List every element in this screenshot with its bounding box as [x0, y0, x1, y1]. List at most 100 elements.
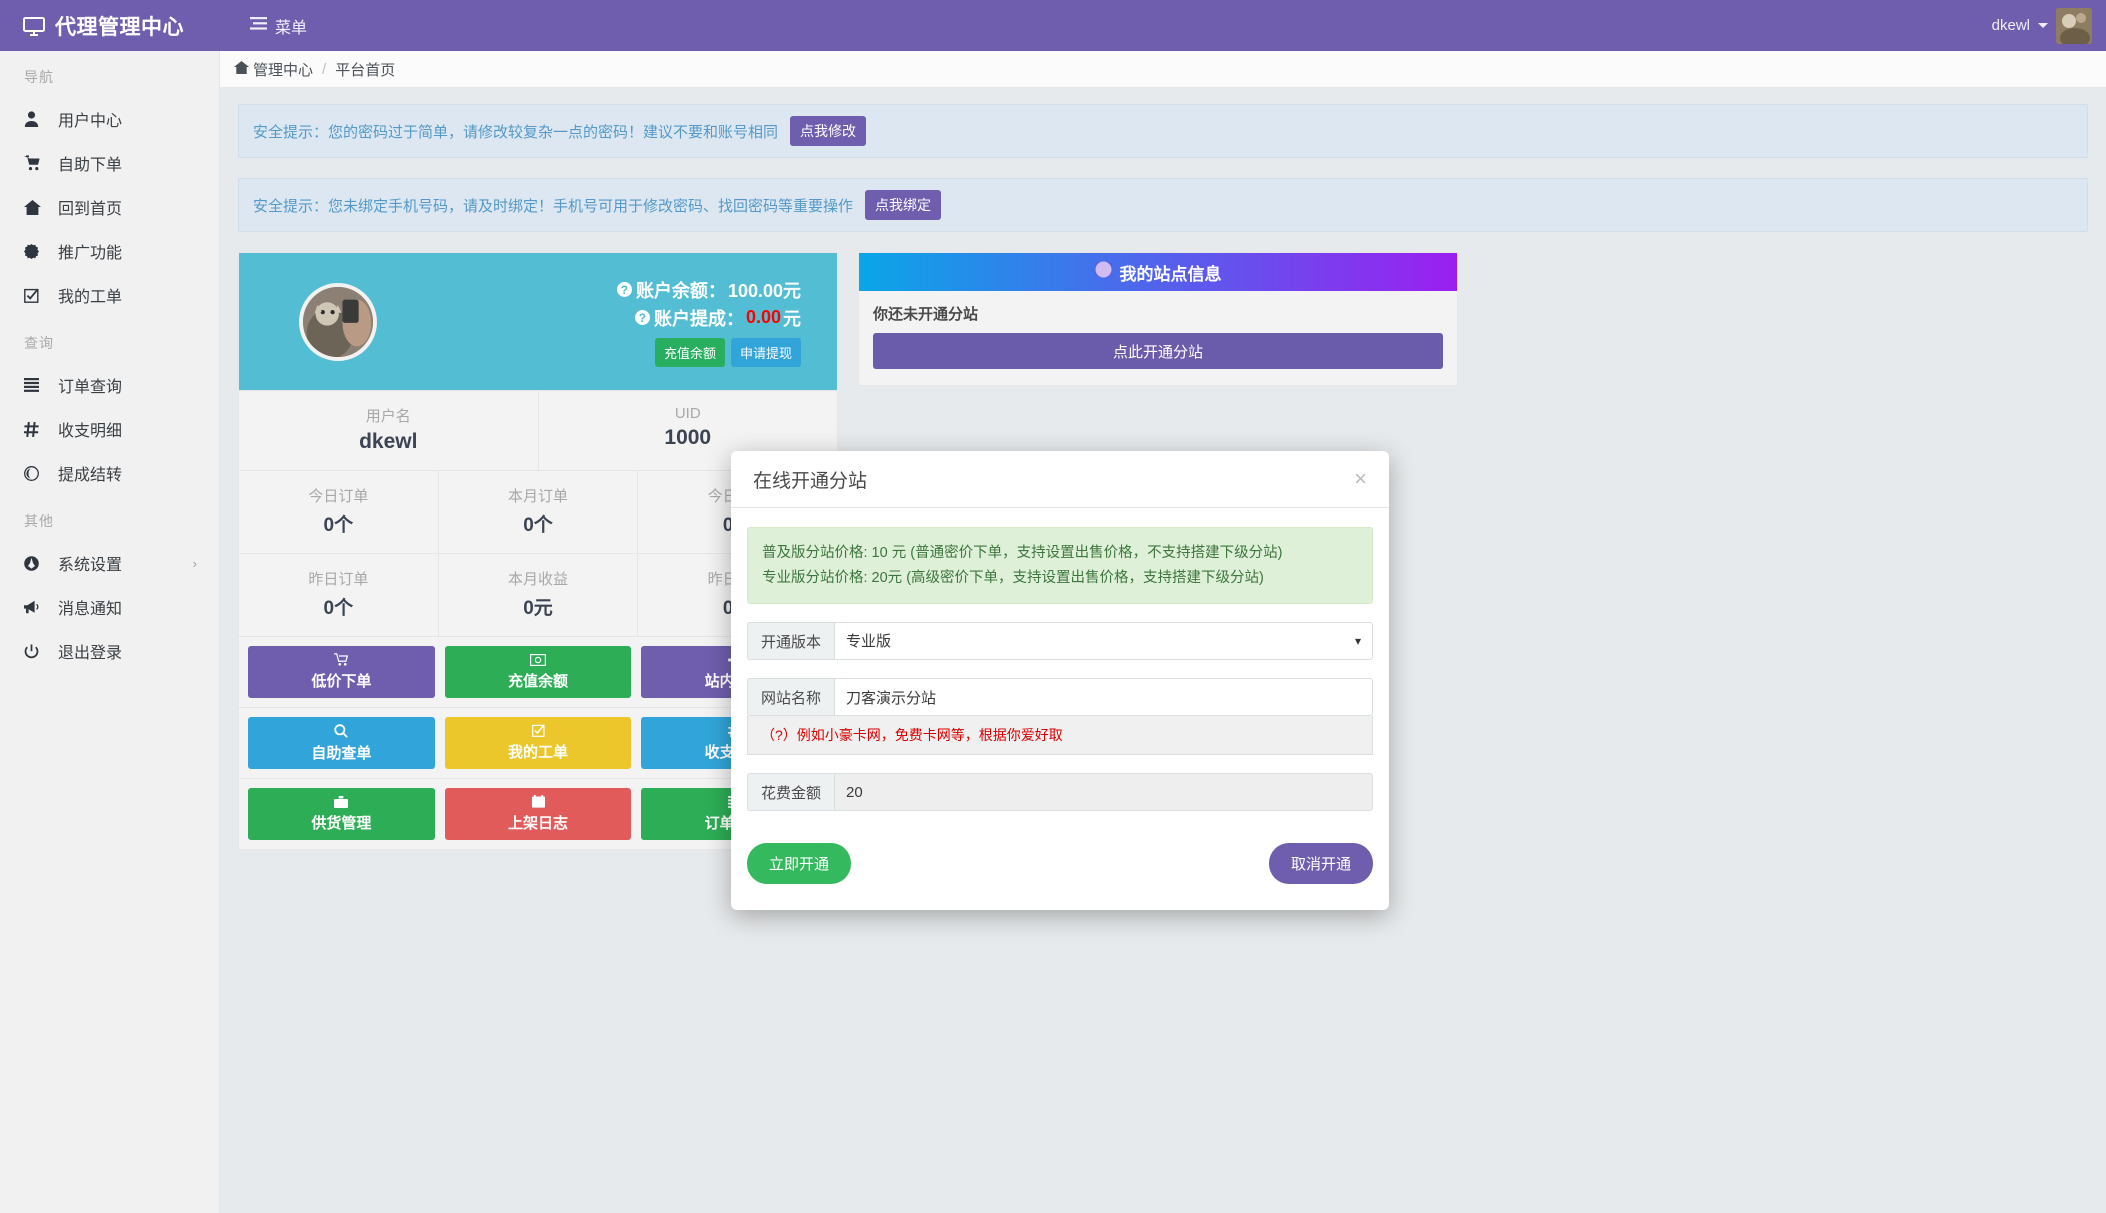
sidebar-item-label: 自助下单 [58, 157, 123, 174]
sidebar-item-label: 订单查询 [58, 379, 123, 396]
sidebar-item-promotion[interactable]: 推广功能 [0, 229, 219, 273]
site-name-hint: （?）例如小豪卡网，免费卡网等，根据你爱好取 [747, 716, 1373, 756]
brand-title: 代理管理中心 [55, 15, 184, 39]
cart-icon [333, 653, 349, 668]
list-icon [24, 378, 50, 392]
stat-value: 0个 [323, 598, 354, 619]
page-body: 安全提示：您的密码过于简单，请修改较复杂一点的密码！建议不要和账号相同 点我修改… [220, 88, 2106, 1213]
sidebar-item-order-query[interactable]: 订单查询 [0, 363, 219, 407]
sidebar-item-home[interactable]: 回到首页 [0, 185, 219, 229]
check-square-icon [531, 724, 545, 739]
quick-action-listing-log[interactable]: 上架日志 [444, 788, 632, 840]
quick-action-my-tickets[interactable]: 我的工单 [444, 717, 632, 769]
account-balance-label: 账户余额： [635, 280, 726, 301]
account-commission-label: 账户提成： [653, 308, 744, 329]
close-icon[interactable]: × [1354, 466, 1367, 491]
breadcrumb-home[interactable]: 管理中心 [234, 59, 313, 80]
bullhorn-icon [24, 600, 50, 614]
sidebar-item-label: 用户中心 [58, 113, 123, 130]
quick-action-recharge[interactable]: 充值余额 [444, 646, 632, 698]
quick-action-label: 供货管理 [311, 814, 372, 832]
topbar-username: dkewl [1991, 17, 2030, 34]
account-balance-row: ? 账户余额： 100.00元 [616, 277, 801, 303]
calendar-icon [531, 795, 545, 810]
sidebar-item-label: 消息通知 [58, 601, 123, 618]
bind-phone-button[interactable]: 点我绑定 [865, 190, 942, 220]
alert-password-text: 安全提示：您的密码过于简单，请修改较复杂一点的密码！建议不要和账号相同 [253, 123, 779, 141]
sidebar-item-transactions[interactable]: 收支明细 [0, 407, 219, 451]
recharge-balance-button[interactable]: 充值余额 [654, 337, 725, 367]
desktop-icon [22, 14, 46, 38]
sidebar-item-system-settings[interactable]: 系统设置 › [0, 541, 219, 585]
site-card-title: 我的站点信息 [1119, 264, 1222, 284]
brand-logo[interactable]: 代理管理中心 [0, 0, 220, 51]
site-name-input[interactable] [834, 678, 1373, 717]
money-icon [530, 653, 547, 668]
sidebar-item-notifications[interactable]: 消息通知 [0, 585, 219, 629]
check-square-icon [24, 288, 50, 303]
cancel-open-button[interactable]: 取消开通 [1268, 843, 1373, 885]
version-select-wrapper[interactable]: 专业版 普及版 ▾ [834, 622, 1373, 661]
breadcrumb: 管理中心 / 平台首页 [220, 51, 2106, 88]
globe-icon [1091, 261, 1115, 283]
stat-label: 昨日订单 [308, 571, 369, 588]
change-password-button[interactable]: 点我修改 [790, 116, 867, 146]
sidebar-item-commission[interactable]: 提成结转 [0, 451, 219, 495]
question-icon: ? [616, 282, 632, 297]
stat-value: 0个 [323, 515, 354, 536]
question-icon: ? [634, 310, 650, 325]
account-commission-row: ? 账户提成： 0.00 元 [634, 305, 801, 331]
breadcrumb-current: 平台首页 [335, 61, 396, 79]
stat-label: 本月收益 [508, 571, 569, 588]
menu-toggle-button[interactable]: 菜单 [250, 14, 307, 38]
stat-label: UID [674, 405, 701, 422]
quick-action-low-price-order[interactable]: 低价下单 [248, 646, 435, 698]
quick-action-self-query[interactable]: 自助查单 [248, 717, 435, 769]
open-substation-button[interactable]: 点此开通分站 [873, 333, 1443, 369]
sidebar-item-logout[interactable]: 退出登录 [0, 629, 219, 673]
sidebar-item-label: 回到首页 [58, 201, 123, 218]
site-status-note: 你还未开通分站 [873, 306, 979, 323]
modal-footer: 立即开通 取消开通 [731, 821, 1389, 910]
sidebar-item-user-center[interactable]: 用户中心 [0, 97, 219, 141]
version-field-group: 开通版本 专业版 普及版 ▾ [747, 622, 1373, 661]
account-commission-unit: 元 [783, 308, 801, 329]
modal-body: 普及版分站价格: 10 元 (普通密价下单，支持设置出售价格，不支持搭建下级分站… [731, 508, 1389, 821]
version-label: 开通版本 [747, 622, 835, 661]
user-photo [299, 282, 377, 361]
stat-label: 用户名 [365, 408, 411, 425]
balance-actions: 充值余额 申请提现 [654, 337, 801, 367]
stat-uid: UID 1000 [539, 391, 838, 470]
bars-icon [250, 16, 267, 36]
apply-withdraw-button[interactable]: 申请提现 [730, 337, 801, 367]
account-commission-value: 0.00 [745, 307, 781, 327]
site-name-field-group: 网站名称 [747, 678, 1373, 717]
sidebar-item-label: 收支明细 [58, 423, 123, 440]
amount-input [834, 773, 1373, 812]
amount-field-group: 花费金额 [747, 773, 1373, 812]
confirm-open-button[interactable]: 立即开通 [747, 843, 852, 885]
caret-down-icon [2038, 23, 2048, 28]
stat-label: 本月订单 [508, 488, 569, 505]
user-icon [24, 111, 50, 127]
site-info-card: 我的站点信息 你还未开通分站 点此开通分站 [858, 252, 1458, 386]
site-name-label: 网站名称 [747, 678, 835, 717]
version-select[interactable]: 专业版 普及版 [834, 622, 1373, 661]
stat-value: 0个 [523, 515, 553, 536]
alert-phone-text: 安全提示：您未绑定手机号码，请及时绑定！手机号可用于修改密码、找回密码等重要操作 [253, 197, 854, 215]
user-menu[interactable]: dkewl [1991, 7, 2106, 44]
modal-header: 在线开通分站 × [731, 451, 1389, 508]
quick-action-supply-management[interactable]: 供货管理 [248, 788, 435, 840]
menu-label: 菜单 [275, 19, 308, 37]
circle-icon [24, 465, 50, 481]
power-icon [24, 644, 50, 659]
sidebar-item-label: 退出登录 [58, 645, 123, 662]
stat-month-orders: 本月订单 0个 [439, 471, 639, 553]
main-content: 管理中心 / 平台首页 安全提示：您的密码过于简单，请修改较复杂一点的密码！建议… [220, 51, 2106, 1213]
alert-password: 安全提示：您的密码过于简单，请修改较复杂一点的密码！建议不要和账号相同 点我修改 [238, 104, 2088, 158]
sidebar-item-self-order[interactable]: 自助下单 [0, 141, 219, 185]
sidebar-item-my-tickets[interactable]: 我的工单 [0, 273, 219, 317]
quick-action-label: 我的工单 [508, 744, 569, 761]
search-icon [334, 723, 349, 740]
